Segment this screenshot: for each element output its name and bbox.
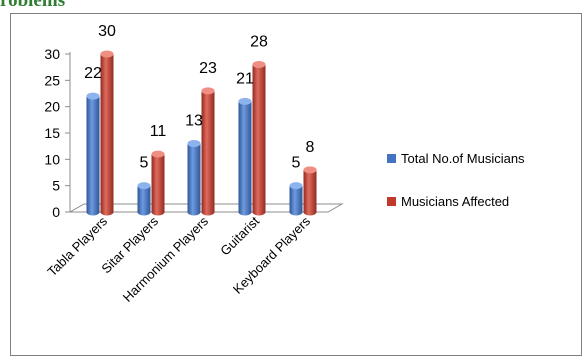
legend-label-total-no-of-musicians: Total No.of Musicians xyxy=(401,151,525,166)
data-label-musicians-affected-keyboard-players: 8 xyxy=(306,139,315,156)
y-tick-label-20: 20 xyxy=(44,99,60,115)
bar-total-no-of-musicians-guitarist xyxy=(238,97,252,216)
data-label-musicians-affected-harmonium-players: 23 xyxy=(199,60,217,77)
bar-total-no-of-musicians-tabla-players xyxy=(86,92,100,216)
legend-swatch-musicians-affected xyxy=(387,197,396,206)
bar-total-no-of-musicians-harmonium-players xyxy=(187,140,201,216)
data-label-musicians-affected-tabla-players: 30 xyxy=(98,23,116,40)
legend-swatch-total-no-of-musicians xyxy=(387,154,396,163)
page-heading-fragment: roblems xyxy=(0,0,66,11)
data-label-total-no-of-musicians-guitarist: 21 xyxy=(236,70,254,87)
data-label-total-no-of-musicians-tabla-players: 22 xyxy=(84,65,102,82)
data-label-musicians-affected-sitar-players: 11 xyxy=(150,123,167,140)
bar-musicians-affected-tabla-players xyxy=(100,50,114,216)
data-label-total-no-of-musicians-keyboard-players: 5 xyxy=(292,155,301,172)
bar-total-no-of-musicians-keyboard-players xyxy=(289,182,303,216)
y-tick-label-25: 25 xyxy=(44,72,60,88)
category-label-guitarist: Guitarist xyxy=(217,213,262,258)
bar-musicians-affected-guitarist xyxy=(252,61,266,216)
legend: Total No.of Musicians Musicians Affected xyxy=(387,151,525,209)
category-label-tabla-players: Tabla Players xyxy=(44,213,110,279)
bar-musicians-affected-sitar-players xyxy=(151,150,165,216)
data-label-total-no-of-musicians-sitar-players: 5 xyxy=(140,155,149,172)
y-tick-label-15: 15 xyxy=(44,125,60,141)
data-label-musicians-affected-guitarist: 28 xyxy=(250,34,268,51)
y-tick-label-10: 10 xyxy=(44,151,60,167)
bar-musicians-affected-keyboard-players xyxy=(303,166,317,216)
y-tick-label-5: 5 xyxy=(52,178,60,194)
legend-label-musicians-affected: Musicians Affected xyxy=(401,194,509,209)
y-tick-label-0: 0 xyxy=(52,204,60,220)
y-tick-label-30: 30 xyxy=(44,46,60,62)
data-label-total-no-of-musicians-harmonium-players: 13 xyxy=(185,113,203,130)
bars xyxy=(86,50,317,216)
legend-item-musicians-affected: Musicians Affected xyxy=(387,194,509,209)
bar-musicians-affected-harmonium-players xyxy=(201,87,215,216)
bar-total-no-of-musicians-sitar-players xyxy=(137,182,151,216)
legend-item-total-no-of-musicians: Total No.of Musicians xyxy=(387,151,525,166)
category-label-harmonium-players: Harmonium Players xyxy=(120,213,212,305)
